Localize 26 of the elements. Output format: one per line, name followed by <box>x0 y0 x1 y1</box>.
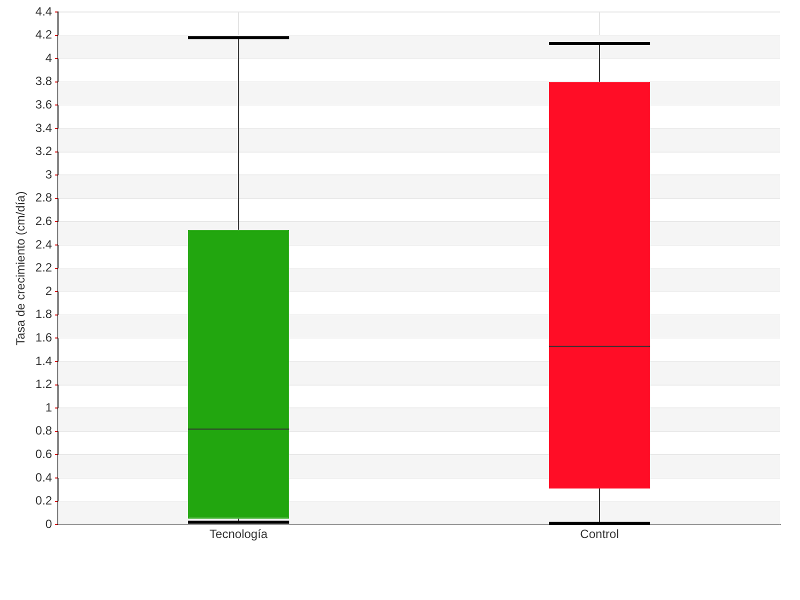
y-tick-label: 2.8 <box>35 190 52 205</box>
x-tick-label: Control <box>580 527 619 542</box>
y-tick-label: 2 <box>45 284 52 298</box>
y-tick-label: 3.6 <box>35 98 52 112</box>
y-tick-label: 0.6 <box>35 447 52 462</box>
y-tick-label: 3 <box>45 167 52 182</box>
y-tick-label: 1.4 <box>35 354 52 368</box>
y-axis-title: Tasa de crecimiento (cm/día) <box>14 191 28 346</box>
y-tick-label: 3.8 <box>35 74 52 88</box>
x-tick-label: Tecnología <box>210 527 268 542</box>
y-tick-label: 0.2 <box>35 494 52 508</box>
y-tick-label: 1.6 <box>35 330 52 345</box>
y-tick-label: 4 <box>45 50 52 65</box>
y-tick-label: 2.4 <box>35 237 52 252</box>
y-tick-label: 2.6 <box>35 214 52 228</box>
y-tick-label: 1 <box>45 400 52 414</box>
y-tick-label: 1.2 <box>35 377 52 392</box>
y-tick-label: 0.8 <box>35 424 52 438</box>
y-tick-label: 4.2 <box>35 28 52 42</box>
y-tick-label: 4.4 <box>35 4 52 18</box>
y-tick-label: 2.2 <box>35 260 52 275</box>
y-tick-label: 0.4 <box>35 470 52 484</box>
y-tick-label: 3.4 <box>35 120 52 135</box>
y-tick-label: 1.8 <box>35 307 52 322</box>
y-tick-label: 0 <box>45 516 52 531</box>
y-tick-label: 3.2 <box>35 144 52 158</box>
